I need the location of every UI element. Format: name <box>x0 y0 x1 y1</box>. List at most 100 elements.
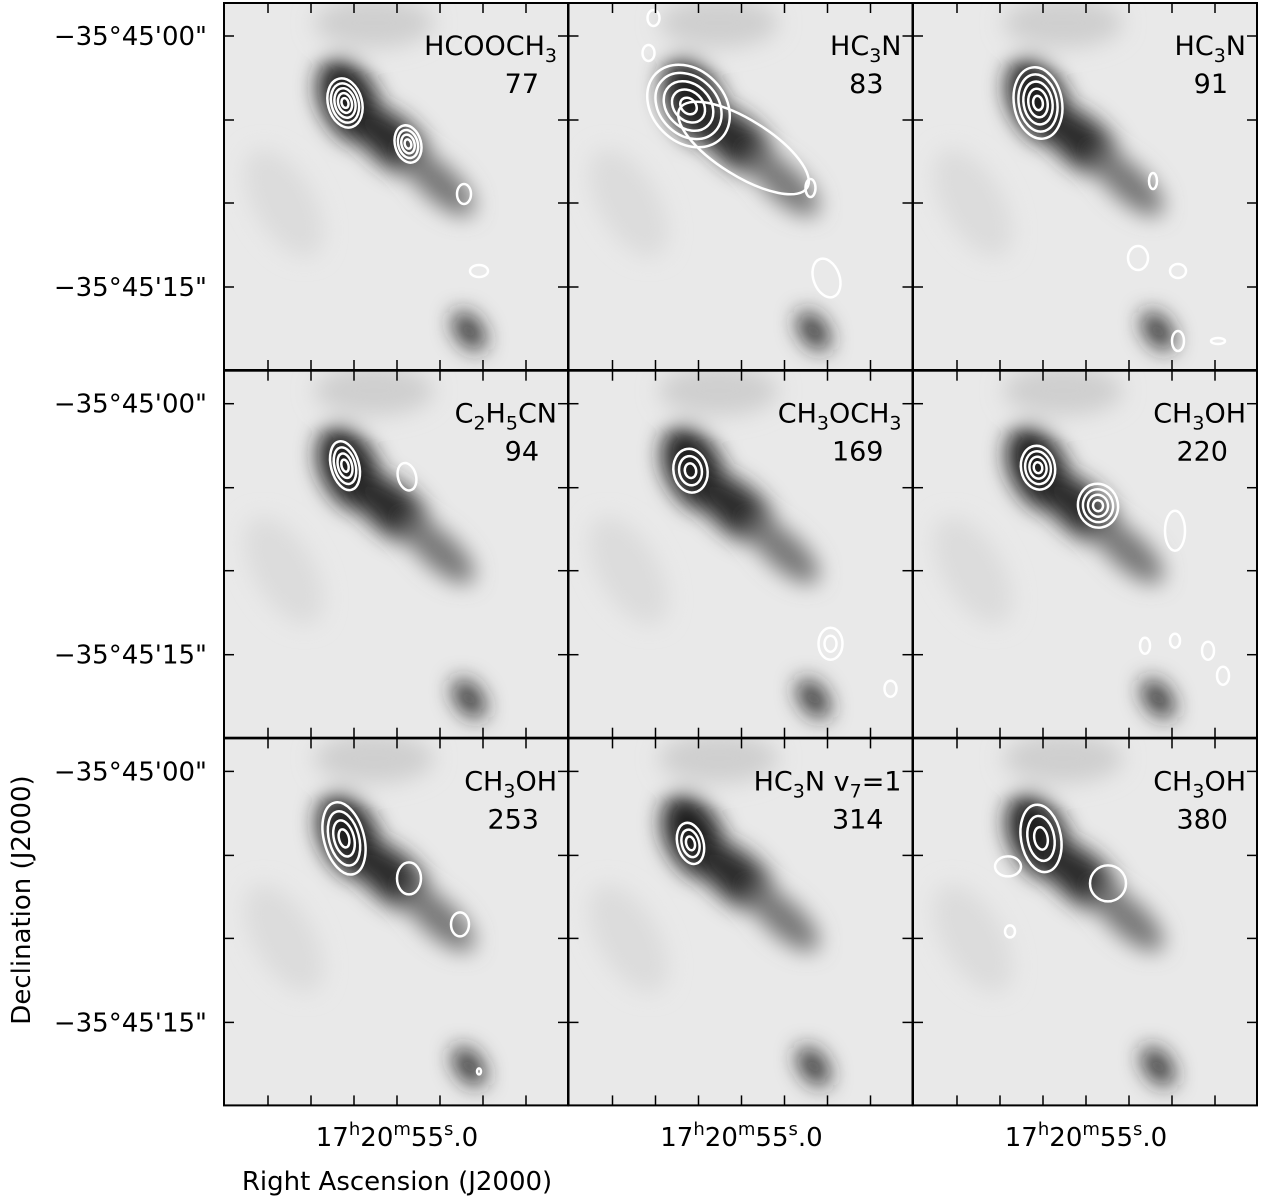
label-part: 17 <box>316 1123 349 1153</box>
label-part: .0 <box>798 1123 823 1153</box>
contour <box>811 257 842 299</box>
contour <box>1209 336 1227 346</box>
y-tick-label: −35°45'00" <box>54 390 207 420</box>
contour <box>328 440 362 492</box>
molecule-label: HC3N <box>1175 31 1246 67</box>
energy-label: 314 <box>832 804 884 835</box>
panel-image <box>913 733 1257 1105</box>
subscript: 7 <box>850 780 862 802</box>
x-tick-label: 17h20m55s.0 <box>1005 1119 1167 1153</box>
x-axis-title: Right Ascension (J2000) <box>242 1167 552 1197</box>
superscript: m <box>738 1119 756 1140</box>
contour <box>804 177 817 199</box>
subscript: 3 <box>1214 45 1226 67</box>
label-part: 17 <box>660 1123 693 1153</box>
contour <box>1031 94 1045 112</box>
superscript: s <box>789 1119 798 1140</box>
contour <box>1017 73 1059 133</box>
contour <box>400 133 416 155</box>
label-part: C <box>455 399 474 430</box>
molecule-label: CH3OH <box>464 766 557 802</box>
label-part: 17 <box>1005 1123 1038 1153</box>
label-part: 55 <box>755 1123 788 1153</box>
contour <box>395 861 423 896</box>
contour <box>332 446 358 486</box>
contour <box>1026 814 1056 863</box>
contour <box>883 679 898 698</box>
y-tick-label: −35°45'15" <box>54 1008 207 1038</box>
panel-image <box>569 366 913 738</box>
contour <box>396 461 418 492</box>
molecule-label: CH3OH <box>1153 399 1246 435</box>
contour <box>393 124 423 164</box>
molecule-label: HC3N v7=1 <box>754 766 902 802</box>
contour <box>1170 329 1186 353</box>
superscript: s <box>444 1119 453 1140</box>
energy-label: 94 <box>505 437 539 468</box>
molecule-label: C2H5CN <box>455 399 557 435</box>
contour <box>654 71 723 141</box>
y-tick-label: −35°45'15" <box>54 273 207 303</box>
contour <box>396 128 420 160</box>
label-part: 55 <box>411 1123 444 1153</box>
contour <box>336 91 354 115</box>
x-tick-label: 17h20m55s.0 <box>316 1119 478 1153</box>
contour <box>1019 803 1063 874</box>
contour <box>340 458 350 474</box>
contour <box>1086 493 1110 518</box>
contour <box>1032 825 1050 851</box>
label-part: 55 <box>1100 1123 1133 1153</box>
contour <box>336 452 354 480</box>
superscript: s <box>1133 1119 1142 1140</box>
contour <box>403 138 413 150</box>
contour <box>1147 171 1159 191</box>
y-axis-title: Declination (J2000) <box>7 775 37 1024</box>
contour <box>645 63 732 149</box>
y-tick-label: −35°45'15" <box>54 641 207 671</box>
contour <box>1003 924 1017 939</box>
label-part: OH <box>1204 766 1246 797</box>
molecule-label: CH3OCH3 <box>778 399 902 435</box>
label-part: 20 <box>1049 1123 1082 1153</box>
contour <box>677 454 704 487</box>
panel-image <box>569 0 913 370</box>
label-part: CH <box>1153 766 1192 797</box>
label-part: =1 <box>862 766 902 797</box>
label-part: OH <box>1204 399 1246 430</box>
energy-label: 169 <box>832 437 884 468</box>
contour <box>1028 455 1048 480</box>
contour <box>1076 482 1120 529</box>
contour <box>823 634 838 653</box>
x-tick-label: 17h20m55s.0 <box>660 1119 822 1153</box>
panel-image <box>913 366 1257 738</box>
contour <box>672 447 709 494</box>
label-part: OCH <box>829 399 889 430</box>
contour <box>683 462 698 480</box>
contour <box>680 828 701 859</box>
energy-label: 253 <box>487 804 539 835</box>
contour <box>1168 262 1188 280</box>
label-part: OH <box>515 766 557 797</box>
contour <box>326 810 362 867</box>
label-part: N <box>1226 31 1246 62</box>
superscript: m <box>393 1119 411 1140</box>
contour <box>1026 87 1050 119</box>
energy-label: 91 <box>1194 69 1228 100</box>
contour <box>1088 864 1128 903</box>
contour <box>1023 450 1053 486</box>
contour <box>1022 80 1054 126</box>
molecule-label: HC3N <box>830 31 901 67</box>
label-part: N <box>881 31 901 62</box>
energy-label: 220 <box>1176 437 1228 468</box>
panel-image <box>569 733 913 1105</box>
superscript: h <box>693 1119 704 1140</box>
panel-image <box>224 366 568 738</box>
contour <box>329 82 361 124</box>
contour <box>675 821 706 866</box>
